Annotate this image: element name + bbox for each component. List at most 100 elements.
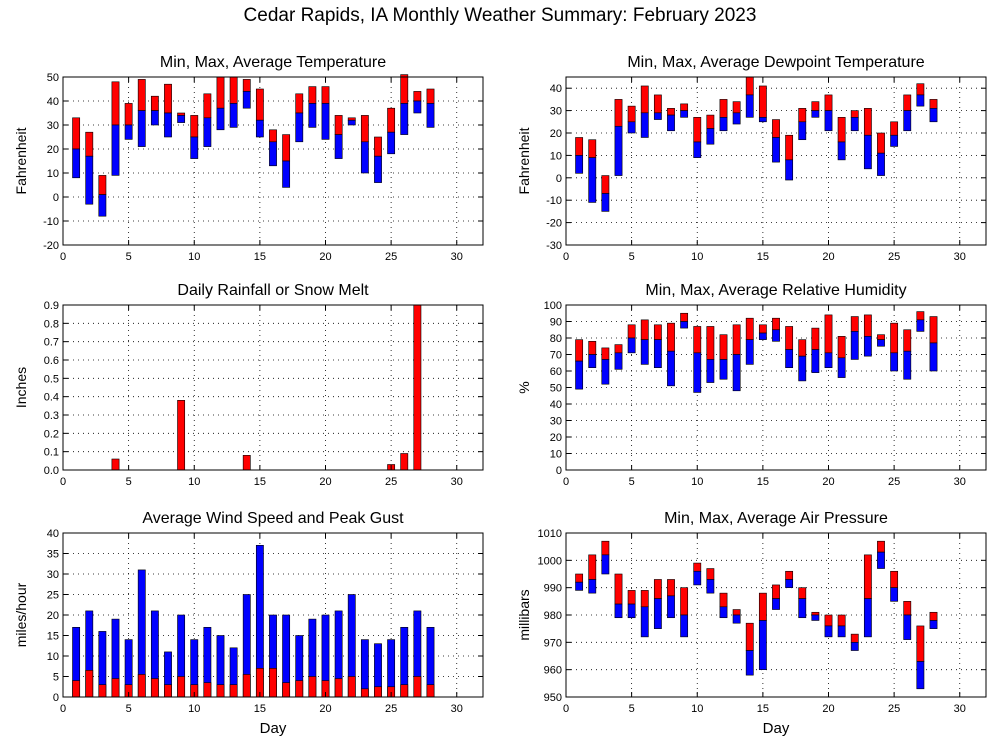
upper-range-bar bbox=[601, 540, 610, 556]
upper-range-bar bbox=[680, 587, 689, 616]
x-tick-label: 25 bbox=[385, 703, 397, 715]
lower-range-bar bbox=[627, 603, 636, 619]
x-tick-label: 30 bbox=[954, 476, 966, 488]
rain-bar bbox=[111, 458, 120, 471]
y-tick-label: 80 bbox=[550, 333, 562, 345]
y-tick-label: 35 bbox=[47, 549, 59, 561]
lower-range-bar bbox=[255, 119, 264, 138]
avg-wind-bar bbox=[334, 678, 343, 698]
lower-range-bar bbox=[614, 125, 623, 176]
y-axis-label: millibars bbox=[516, 589, 532, 640]
y-tick-label: 60 bbox=[550, 366, 562, 378]
upper-range-bar bbox=[321, 86, 330, 104]
upper-range-bar bbox=[706, 568, 715, 580]
upper-range-bar bbox=[190, 115, 199, 138]
lower-range-bar bbox=[693, 570, 702, 586]
upper-range-bar bbox=[758, 85, 767, 118]
avg-wind-bar bbox=[426, 684, 435, 698]
y-tick-label: 10 bbox=[47, 168, 59, 180]
avg-wind-bar bbox=[85, 670, 94, 698]
upper-range-bar bbox=[387, 107, 396, 133]
x-tick-label: 20 bbox=[822, 703, 834, 715]
x-tick-label: 20 bbox=[319, 476, 331, 488]
x-tick-label: 0 bbox=[60, 476, 66, 488]
upper-range-bar bbox=[255, 88, 264, 121]
avg-wind-bar bbox=[295, 680, 304, 698]
lower-range-bar bbox=[229, 103, 238, 128]
avg-wind-bar bbox=[242, 674, 251, 698]
x-tick-label: 20 bbox=[319, 703, 331, 715]
x-tick-label: 5 bbox=[629, 476, 635, 488]
lower-range-bar bbox=[772, 329, 780, 342]
x-tick-label: 30 bbox=[451, 703, 463, 715]
y-tick-label: 0 bbox=[556, 173, 562, 185]
y-tick-label: 20 bbox=[47, 610, 59, 622]
upper-range-bar bbox=[798, 587, 807, 599]
upper-range-bar bbox=[706, 114, 715, 129]
lower-range-bar bbox=[732, 354, 741, 392]
y-tick-label: 30 bbox=[47, 569, 59, 581]
y-tick-label: 20 bbox=[550, 128, 562, 140]
lower-range-bar bbox=[706, 128, 715, 145]
temp-chart: -20 -10 0 10 20 30 40 50 0 5 10 15 20 25 30 Min, Max, A… bbox=[13, 54, 484, 263]
y-tick-label: 30 bbox=[550, 416, 562, 428]
upper-range-bar bbox=[785, 134, 794, 161]
upper-range-bar bbox=[680, 103, 689, 111]
x-tick-label: 5 bbox=[126, 476, 132, 488]
y-tick-label: 40 bbox=[47, 528, 59, 540]
upper-range-bar bbox=[693, 562, 702, 572]
lower-range-bar bbox=[693, 352, 702, 393]
lower-range-bar bbox=[916, 661, 925, 690]
chart-title: Min, Max, Average Relative Humidity bbox=[645, 282, 906, 299]
y-tick-label: 10 bbox=[550, 150, 562, 162]
y-tick-label: 100 bbox=[544, 300, 562, 312]
lower-range-bar bbox=[916, 319, 925, 332]
lower-range-bar bbox=[837, 625, 846, 638]
avg-wind-bar bbox=[164, 684, 172, 698]
x-tick-label: 15 bbox=[254, 251, 266, 263]
x-tick-label: 15 bbox=[757, 703, 769, 715]
lower-range-bar bbox=[575, 155, 584, 174]
lower-range-bar bbox=[732, 614, 741, 624]
lower-range-bar bbox=[877, 551, 885, 569]
x-tick-label: 0 bbox=[563, 476, 569, 488]
chart-title: Daily Rainfall or Snow Melt bbox=[177, 282, 369, 299]
y-tick-label: 0 bbox=[53, 192, 59, 204]
lower-range-bar bbox=[745, 339, 754, 365]
lower-range-bar bbox=[190, 136, 199, 159]
upper-range-bar bbox=[811, 327, 820, 350]
y-tick-label: -20 bbox=[546, 218, 562, 230]
lower-range-bar bbox=[811, 614, 820, 621]
lower-range-bar bbox=[667, 114, 675, 132]
rain-bar bbox=[413, 304, 422, 471]
x-tick-label: 5 bbox=[629, 703, 635, 715]
y-tick-label: 15 bbox=[47, 631, 59, 643]
upper-range-bar bbox=[242, 79, 251, 92]
x-tick-label: 25 bbox=[888, 251, 900, 263]
upper-range-bar bbox=[680, 312, 689, 322]
avg-wind-bar bbox=[308, 676, 317, 698]
upper-range-bar bbox=[614, 99, 623, 127]
x-tick-label: 0 bbox=[60, 251, 66, 263]
y-tick-label: 30 bbox=[47, 120, 59, 132]
upper-range-bar bbox=[916, 625, 925, 662]
lower-range-bar bbox=[347, 119, 356, 126]
upper-range-bar bbox=[785, 326, 794, 350]
lower-range-bar bbox=[653, 339, 662, 368]
lower-range-bar bbox=[785, 579, 794, 588]
upper-range-bar bbox=[601, 347, 610, 360]
upper-range-bar bbox=[72, 117, 81, 150]
upper-range-bar bbox=[877, 334, 885, 340]
lower-range-bar bbox=[903, 614, 912, 640]
avg-wind-bar bbox=[229, 684, 238, 698]
x-tick-label: 30 bbox=[954, 251, 966, 263]
lower-range-bar bbox=[824, 352, 833, 369]
lower-range-bar bbox=[667, 350, 675, 387]
upper-range-bar bbox=[282, 134, 291, 162]
lower-range-bar bbox=[295, 112, 304, 143]
lower-range-bar bbox=[575, 581, 584, 591]
upper-range-bar bbox=[229, 76, 238, 104]
y-tick-label: 0.7 bbox=[44, 337, 59, 349]
lower-range-bar bbox=[890, 134, 899, 147]
upper-range-bar bbox=[929, 611, 938, 621]
